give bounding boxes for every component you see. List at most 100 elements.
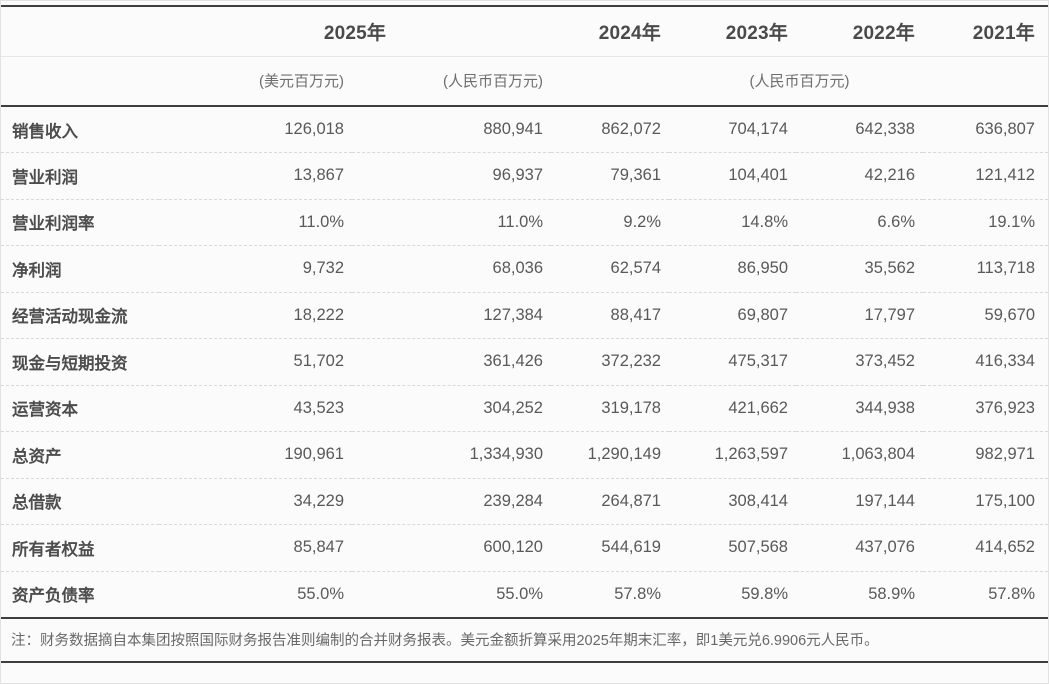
unit-rmb-label: (人民币百万元): [443, 73, 543, 91]
cell-value: 304,252: [483, 398, 543, 417]
cell-value: 55.0%: [496, 584, 543, 603]
table-row: 总借款 34,229 239,284 264,871 308,414 197,144 175…: [1, 478, 1048, 525]
cell-value: 35,562: [864, 259, 915, 278]
table-row: 资产负债率 55.0% 55.0% 57.8% 59.8% 58.9% 57.8%: [1, 571, 1048, 618]
cell-value: 104,401: [728, 166, 788, 185]
table-body: 销售收入 126,018 880,941 862,072 704,174 642,338 6…: [1, 106, 1048, 618]
cell-value: 600,120: [483, 538, 543, 557]
cell-value: 264,871: [601, 491, 661, 510]
unit-header-row: (美元百万元) (人民币百万元) (人民币百万元): [1, 56, 1048, 106]
cell-value: 17,797: [864, 305, 915, 324]
cell-value: 96,937: [492, 166, 543, 185]
cell-value: 43,523: [293, 398, 344, 417]
row-label: 总借款: [12, 494, 62, 513]
cell-value: 982,971: [975, 445, 1035, 464]
unit-usd-label: (美元百万元): [259, 73, 344, 91]
cell-value: 175,100: [975, 491, 1035, 510]
table-row: 净利润 9,732 68,036 62,574 86,950 35,562 113,718: [1, 245, 1048, 293]
cell-value: 373,452: [855, 352, 915, 371]
cell-value: 51,702: [293, 352, 344, 371]
cell-value: 197,144: [855, 491, 915, 510]
cell-value: 18,222: [293, 305, 344, 324]
cell-value: 13,867: [293, 166, 344, 185]
table-header: 2025年 2024年 2023年 2022年 2021年 (美元百万元) (人…: [1, 6, 1048, 106]
cell-value: 88,417: [610, 305, 661, 324]
cell-value: 127,384: [483, 305, 543, 324]
row-label: 营业利润: [12, 168, 78, 187]
cell-value: 190,961: [284, 445, 344, 464]
cell-value: 11.0%: [497, 212, 543, 231]
cell-value: 319,178: [601, 398, 661, 417]
cell-value: 642,338: [855, 120, 915, 138]
cell-value: 372,232: [601, 352, 661, 371]
cell-value: 414,652: [975, 538, 1035, 557]
cell-value: 57.8%: [988, 584, 1035, 603]
row-label: 总资产: [12, 447, 62, 466]
note-row: 注：财务数据摘自本集团按照国际财务报告准则编制的合并财务报表。美元金额折算采用2…: [1, 617, 1048, 662]
cell-value: 308,414: [728, 491, 788, 510]
year-header-2021: 2021年: [972, 22, 1035, 44]
cell-value: 704,174: [728, 120, 788, 138]
footnote: 注：财务数据摘自本集团按照国际财务报告准则编制的合并财务报表。美元金额折算采用2…: [11, 633, 879, 649]
cell-value: 57.8%: [614, 584, 661, 603]
cell-value: 880,941: [483, 120, 543, 138]
table-row: 现金与短期投资 51,702 361,426 372,232 475,317 373,45…: [1, 338, 1048, 386]
cell-value: 1,063,804: [841, 445, 915, 464]
cell-value: 58.9%: [868, 584, 915, 603]
cell-value: 85,847: [293, 538, 344, 557]
cell-value: 42,216: [864, 166, 915, 185]
year-header-2024: 2024年: [598, 22, 661, 44]
year-header-2023: 2023年: [725, 22, 788, 44]
year-header-2025: 2025年: [323, 22, 387, 44]
cell-value: 361,426: [483, 352, 543, 371]
cell-value: 79,361: [610, 166, 661, 185]
corner-cell: [1, 56, 159, 106]
row-label: 运营资本: [12, 401, 78, 420]
cell-value: 507,568: [728, 538, 788, 557]
cell-value: 14.8%: [741, 212, 788, 231]
table-row: 营业利润率 11.0% 11.0% 9.2% 14.8% 6.6% 19.1%: [1, 199, 1048, 246]
cell-value: 59,670: [984, 305, 1035, 324]
table-row: 运营资本 43,523 304,252 319,178 421,662 344,938 37…: [1, 385, 1048, 432]
table-row: 经营活动现金流 18,222 127,384 88,417 69,807 17,797 59…: [1, 292, 1048, 339]
cell-value: 544,619: [601, 538, 661, 557]
cell-value: 68,036: [492, 259, 543, 278]
row-label: 资产负债率: [12, 587, 95, 605]
cell-value: 121,412: [975, 166, 1035, 185]
cell-value: 376,923: [975, 398, 1035, 417]
cell-value: 344,938: [855, 398, 915, 417]
cell-value: 421,662: [728, 398, 788, 417]
cell-value: 6.6%: [877, 212, 915, 231]
table-row: 营业利润 13,867 96,937 79,361 104,401 42,216 121,4…: [1, 152, 1048, 200]
table-row: 总资产 190,961 1,334,930 1,290,149 1,263,597 1,0…: [1, 431, 1048, 479]
cell-value: 34,229: [293, 491, 344, 510]
financial-table: 2025年 2024年 2023年 2022年 2021年 (美元百万元) (人…: [1, 5, 1048, 663]
cell-value: 239,284: [483, 491, 543, 510]
table-row: 销售收入 126,018 880,941 862,072 704,174 642,338 6…: [1, 106, 1048, 153]
cell-value: 19.1%: [988, 212, 1035, 231]
row-label: 净利润: [12, 261, 62, 280]
cell-value: 69,807: [737, 305, 788, 324]
cell-value: 9,732: [302, 259, 344, 278]
row-label: 销售收入: [12, 122, 78, 141]
cell-value: 862,072: [601, 120, 661, 138]
cell-value: 475,317: [728, 352, 788, 371]
corner-cell: [1, 6, 159, 56]
year-header-row: 2025年 2024年 2023年 2022年 2021年: [1, 6, 1048, 56]
cell-value: 62,574: [610, 259, 661, 278]
row-label: 现金与短期投资: [12, 354, 128, 373]
cell-value: 86,950: [737, 259, 788, 278]
cell-value: 1,290,149: [587, 445, 661, 464]
cell-value: 11.0%: [298, 212, 344, 231]
cell-value: 437,076: [855, 538, 915, 557]
cell-value: 59.8%: [741, 584, 788, 603]
cell-value: 55.0%: [297, 584, 344, 603]
cell-value: 126,018: [284, 120, 344, 138]
table-footer: 注：财务数据摘自本集团按照国际财务报告准则编制的合并财务报表。美元金额折算采用2…: [1, 617, 1048, 662]
cell-value: 416,334: [975, 352, 1035, 371]
table-row: 所有者权益 85,847 600,120 544,619 507,568 437,076 4…: [1, 524, 1048, 572]
row-label: 营业利润率: [12, 215, 95, 234]
year-header-2022: 2022年: [852, 22, 915, 44]
unit-rmb-group-label: (人民币百万元): [749, 73, 850, 91]
